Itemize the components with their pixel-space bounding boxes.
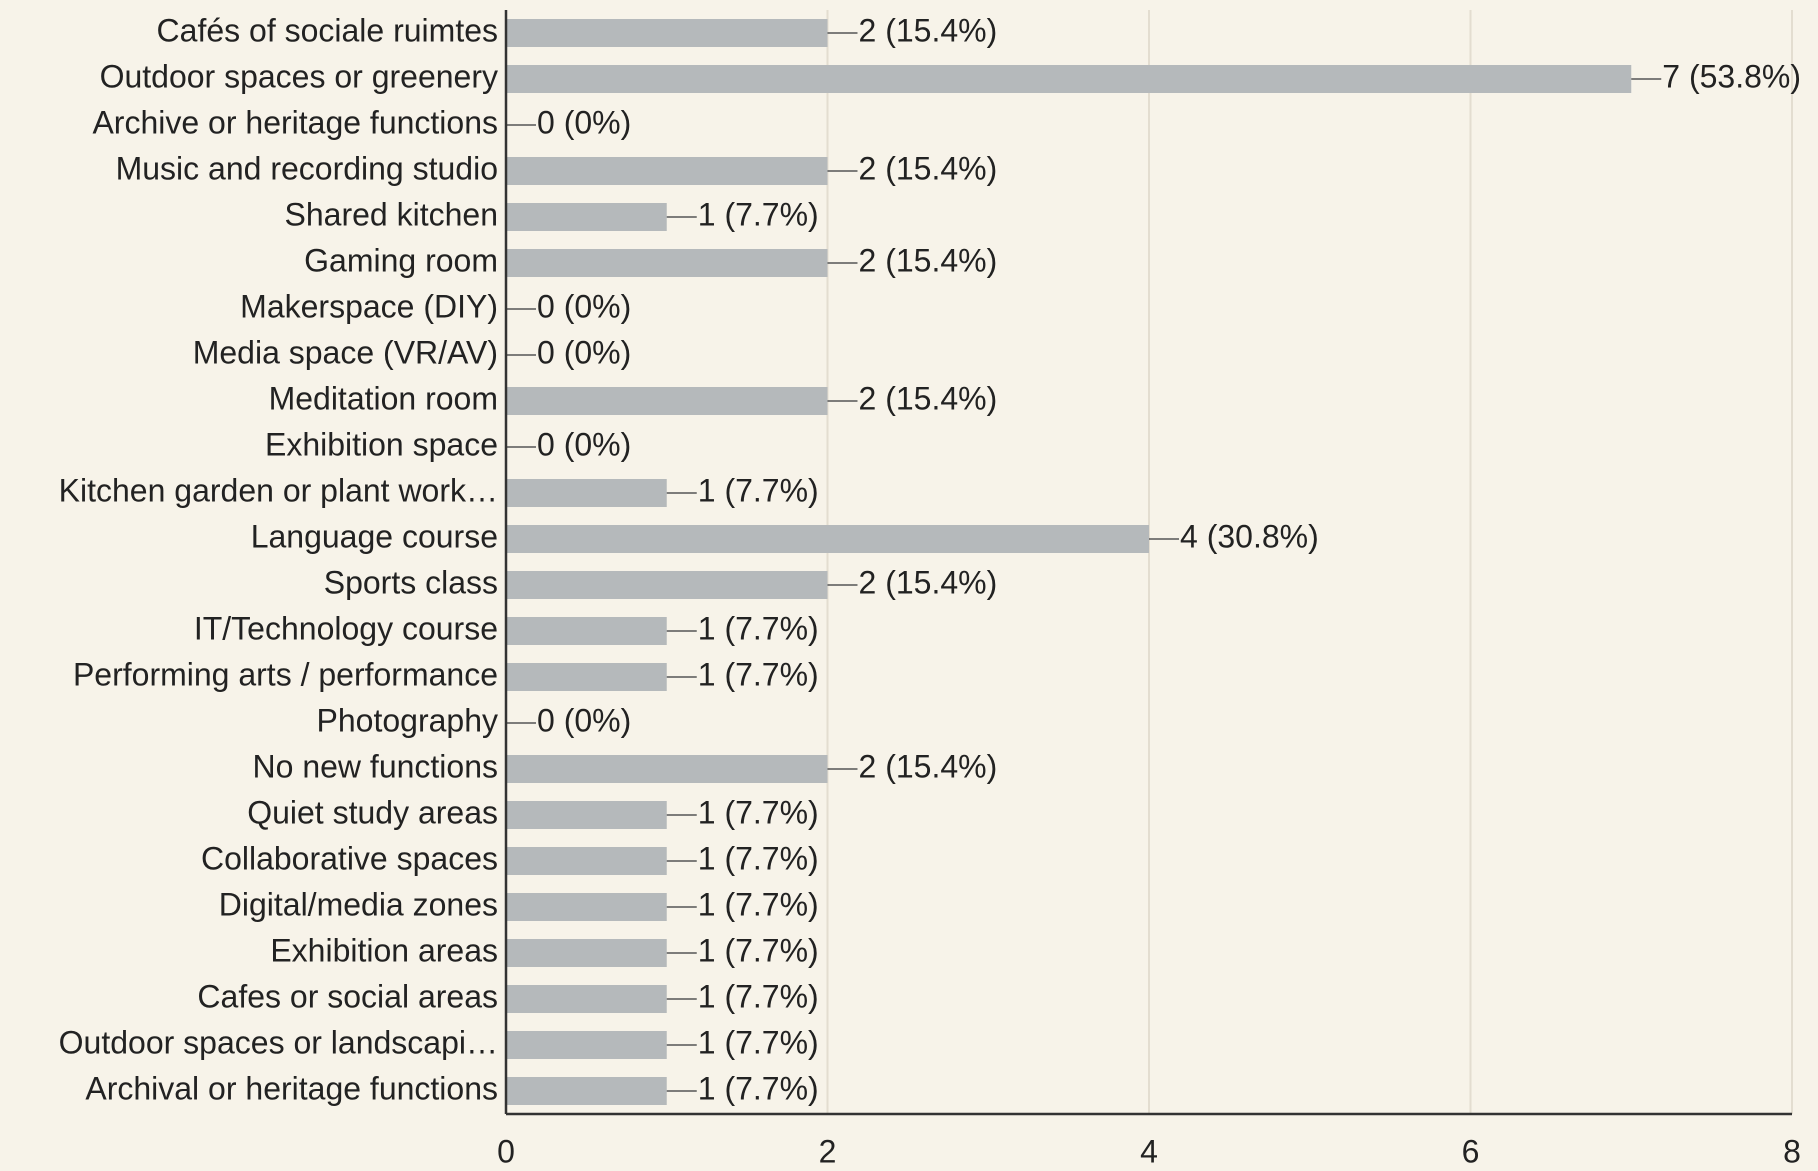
x-tick-label: 8	[1783, 1133, 1801, 1169]
x-tick-label: 0	[497, 1133, 515, 1169]
value-label: 2 (15.4%)	[859, 242, 998, 278]
y-tick-label: Photography	[317, 702, 498, 738]
y-tick-label: Digital/media zones	[219, 886, 498, 922]
bar	[506, 249, 828, 277]
value-label: 2 (15.4%)	[859, 12, 998, 48]
value-label: 1 (7.7%)	[698, 472, 819, 508]
y-tick-label: Media space (VR/AV)	[193, 334, 498, 370]
value-label: 4 (30.8%)	[1180, 518, 1319, 554]
value-label: 1 (7.7%)	[698, 1070, 819, 1106]
y-tick-label: Music and recording studio	[116, 150, 498, 186]
bar	[506, 525, 1149, 553]
value-label: 2 (15.4%)	[859, 564, 998, 600]
value-label: 1 (7.7%)	[698, 840, 819, 876]
bar	[506, 801, 667, 829]
bar	[506, 985, 667, 1013]
y-tick-label: Kitchen garden or plant work…	[59, 472, 498, 508]
y-tick-label: Exhibition space	[265, 426, 498, 462]
y-tick-label: Gaming room	[304, 242, 498, 278]
y-tick-label: Collaborative spaces	[201, 840, 498, 876]
bar	[506, 571, 828, 599]
value-label: 1 (7.7%)	[698, 932, 819, 968]
y-tick-label: IT/Technology course	[194, 610, 498, 646]
value-label: 0 (0%)	[537, 104, 631, 140]
bar	[506, 847, 667, 875]
value-label: 0 (0%)	[537, 288, 631, 324]
value-label: 0 (0%)	[537, 426, 631, 462]
y-tick-label: Language course	[251, 518, 498, 554]
value-label: 1 (7.7%)	[698, 610, 819, 646]
value-label: 2 (15.4%)	[859, 748, 998, 784]
bar	[506, 479, 667, 507]
y-tick-label: Cafés of sociale ruimtes	[157, 12, 498, 48]
y-tick-label: No new functions	[253, 748, 498, 784]
value-label: 2 (15.4%)	[859, 150, 998, 186]
bar	[506, 65, 1632, 93]
value-label: 1 (7.7%)	[698, 794, 819, 830]
bar	[506, 157, 828, 185]
bar	[506, 1077, 667, 1105]
y-tick-label: Outdoor spaces or landscapi…	[59, 1024, 498, 1060]
x-tick-label: 6	[1462, 1133, 1480, 1169]
value-label: 2 (15.4%)	[859, 380, 998, 416]
y-tick-label: Outdoor spaces or greenery	[100, 58, 498, 94]
value-label: 1 (7.7%)	[698, 978, 819, 1014]
value-label: 1 (7.7%)	[698, 196, 819, 232]
value-label: 0 (0%)	[537, 334, 631, 370]
bar	[506, 387, 828, 415]
y-tick-label: Exhibition areas	[270, 932, 498, 968]
y-tick-label: Meditation room	[269, 380, 498, 416]
bar	[506, 617, 667, 645]
value-label: 7 (53.8%)	[1662, 58, 1801, 94]
bar	[506, 203, 667, 231]
bar	[506, 939, 667, 967]
bar	[506, 893, 667, 921]
y-tick-label: Makerspace (DIY)	[240, 288, 498, 324]
y-tick-label: Sports class	[324, 564, 498, 600]
y-tick-label: Quiet study areas	[247, 794, 498, 830]
y-tick-label: Performing arts / performance	[73, 656, 498, 692]
x-tick-label: 2	[819, 1133, 837, 1169]
y-tick-label: Archival or heritage functions	[85, 1070, 498, 1106]
value-label: 1 (7.7%)	[698, 656, 819, 692]
y-tick-label: Shared kitchen	[285, 196, 498, 232]
bar	[506, 663, 667, 691]
bar	[506, 755, 828, 783]
x-tick-label: 4	[1140, 1133, 1158, 1169]
bar	[506, 19, 828, 47]
value-label: 1 (7.7%)	[698, 886, 819, 922]
y-tick-label: Archive or heritage functions	[92, 104, 498, 140]
y-tick-label: Cafes or social areas	[197, 978, 498, 1014]
value-label: 0 (0%)	[537, 702, 631, 738]
value-label: 1 (7.7%)	[698, 1024, 819, 1060]
bar	[506, 1031, 667, 1059]
